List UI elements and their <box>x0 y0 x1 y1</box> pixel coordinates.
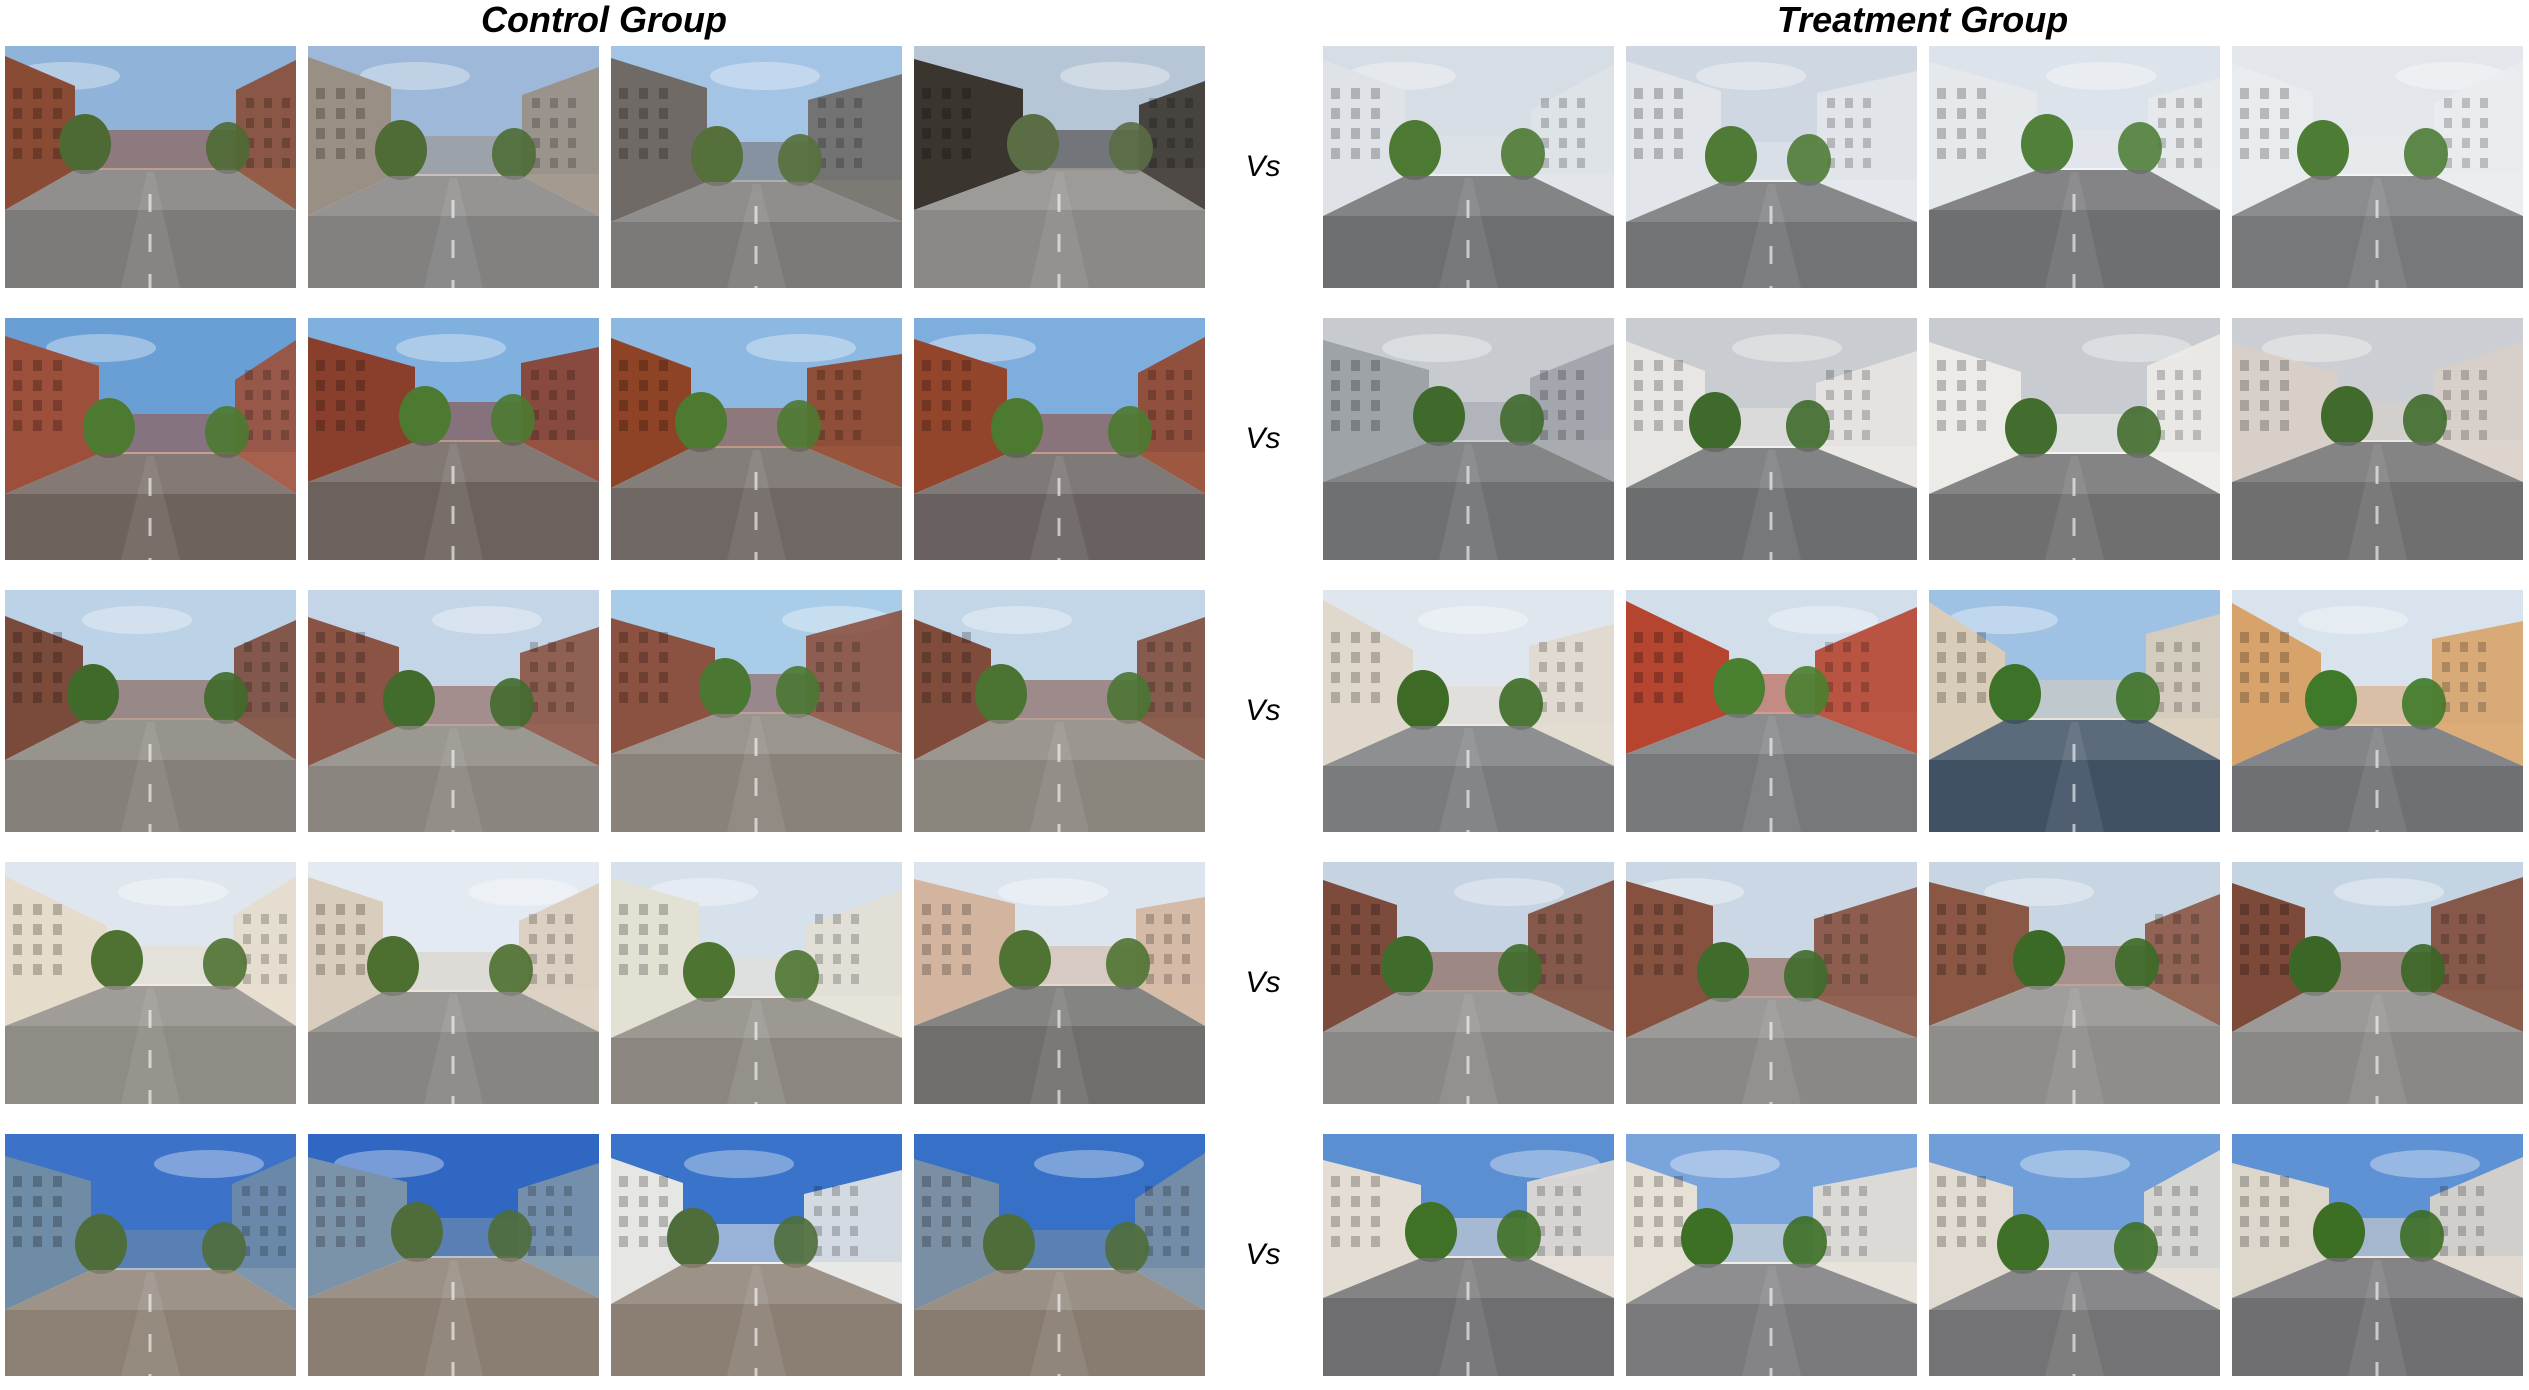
control-street-view-image <box>611 1134 902 1376</box>
treatment-street-view-image <box>1323 862 1614 1104</box>
control-street-view-image <box>308 318 599 560</box>
control-street-view-image <box>611 590 902 832</box>
control-street-view-image <box>5 318 296 560</box>
control-street-view-image <box>5 862 296 1104</box>
treatment-street-view-image <box>1929 862 2220 1104</box>
treatment-street-view-image <box>2232 1134 2523 1376</box>
vs-label: Vs <box>1245 422 1281 455</box>
treatment-street-view-image <box>1929 1134 2220 1376</box>
treatment-street-view-image <box>1929 318 2220 560</box>
control-street-view-image <box>914 46 1205 288</box>
treatment-street-view-image <box>1929 590 2220 832</box>
treatment-street-view-image <box>2232 862 2523 1104</box>
treatment-street-view-image <box>1929 46 2220 288</box>
vs-label: Vs <box>1245 1238 1281 1271</box>
control-street-view-image <box>308 1134 599 1376</box>
treatment-street-view-image <box>2232 590 2523 832</box>
control-street-view-image <box>308 590 599 832</box>
control-street-view-image <box>914 1134 1205 1376</box>
treatment-street-view-image <box>1626 862 1917 1104</box>
control-street-view-image <box>308 46 599 288</box>
control-street-view-image <box>914 590 1205 832</box>
treatment-group-title: Treatment Group <box>1776 0 2069 40</box>
vs-label: Vs <box>1245 150 1281 183</box>
control-street-view-image <box>914 862 1205 1104</box>
treatment-street-view-image <box>1626 590 1917 832</box>
treatment-street-view-image <box>1626 318 1917 560</box>
treatment-street-view-image <box>2232 318 2523 560</box>
control-street-view-image <box>308 862 599 1104</box>
vs-label: Vs <box>1245 966 1281 999</box>
control-street-view-image <box>5 46 296 288</box>
treatment-street-view-image <box>1323 46 1614 288</box>
treatment-street-view-image <box>1626 1134 1917 1376</box>
vs-label: Vs <box>1245 694 1281 727</box>
control-group-title: Control Group <box>481 0 727 40</box>
control-street-view-image <box>611 862 902 1104</box>
treatment-street-view-image <box>1323 318 1614 560</box>
control-street-view-image <box>5 1134 296 1376</box>
treatment-street-view-image <box>1323 1134 1614 1376</box>
treatment-street-view-image <box>2232 46 2523 288</box>
comparison-row: Vs <box>0 590 2529 832</box>
comparison-row: Vs <box>0 1134 2529 1376</box>
comparison-row: Vs <box>0 862 2529 1104</box>
control-street-view-image <box>914 318 1205 560</box>
comparison-row: Vs <box>0 46 2529 288</box>
treatment-street-view-image <box>1626 46 1917 288</box>
control-street-view-image <box>611 318 902 560</box>
control-street-view-image <box>5 590 296 832</box>
comparison-row: Vs <box>0 318 2529 560</box>
control-street-view-image <box>611 46 902 288</box>
treatment-street-view-image <box>1323 590 1614 832</box>
